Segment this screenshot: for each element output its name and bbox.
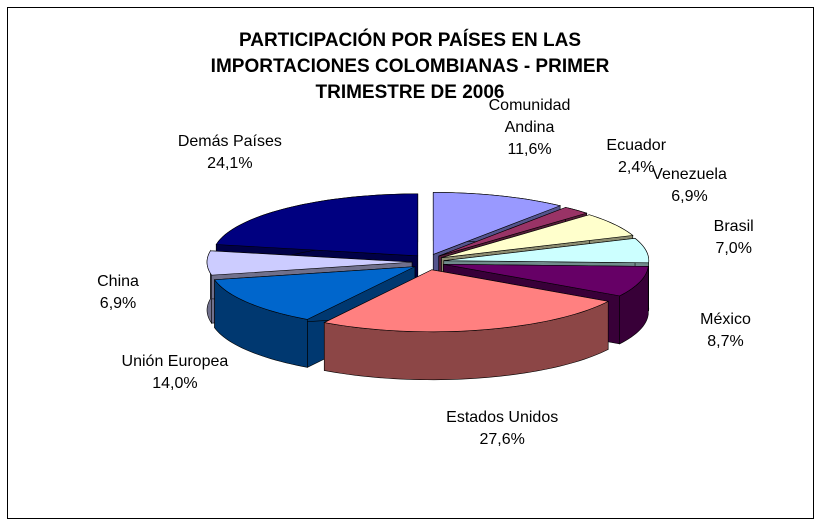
label-value: 7,0% bbox=[715, 240, 752, 258]
slice-top bbox=[432, 192, 562, 255]
slice-top bbox=[213, 266, 416, 320]
label-category: China bbox=[97, 272, 139, 290]
label-category: Demás Países bbox=[177, 132, 282, 150]
slice-top bbox=[441, 214, 634, 259]
label-value: 11,6% bbox=[507, 140, 552, 158]
slice-top bbox=[215, 193, 419, 257]
slice-top bbox=[443, 238, 650, 264]
label-category: Unión Europea bbox=[121, 352, 229, 370]
label-category: México bbox=[700, 310, 751, 328]
data-label: Demás Países 24,1% bbox=[178, 131, 282, 175]
label-value: 14,0% bbox=[152, 374, 198, 392]
data-label: México 8,7% bbox=[700, 309, 751, 353]
slice-top bbox=[323, 269, 610, 333]
label-value: 27,6% bbox=[479, 430, 525, 448]
label-value: 24,1% bbox=[207, 154, 253, 172]
chart-frame bbox=[7, 7, 814, 519]
label-value: 2,4% bbox=[617, 158, 655, 176]
slice-top bbox=[206, 250, 413, 276]
data-label: Estados Unidos 27,6% bbox=[446, 407, 558, 451]
label-category: Ecuador bbox=[606, 136, 667, 154]
data-label: Ecuador 2,4% bbox=[606, 135, 666, 179]
label-category: Comunidad Andina bbox=[488, 96, 571, 136]
label-value: 6,9% bbox=[671, 187, 708, 205]
data-label: China 6,9% bbox=[97, 271, 139, 315]
pie-slice bbox=[323, 269, 610, 381]
data-label: Unión Europea 14,0% bbox=[122, 351, 229, 395]
label-category: Venezuela bbox=[652, 165, 727, 183]
data-label: Venezuela 6,9% bbox=[652, 164, 727, 208]
chart-title: PARTICIPACIÓN POR PAÍSES EN LAS IMPORTAC… bbox=[210, 30, 610, 103]
data-label: Comunidad Andina 11,6% bbox=[467, 95, 592, 161]
label-value: 6,9% bbox=[99, 294, 137, 312]
slice-top bbox=[438, 207, 588, 257]
label-value: 8,7% bbox=[707, 332, 744, 350]
label-category: Estados Unidos bbox=[446, 408, 559, 426]
slice-top bbox=[443, 263, 649, 297]
data-label: Brasil 7,0% bbox=[714, 216, 754, 260]
label-category: Brasil bbox=[713, 218, 754, 236]
